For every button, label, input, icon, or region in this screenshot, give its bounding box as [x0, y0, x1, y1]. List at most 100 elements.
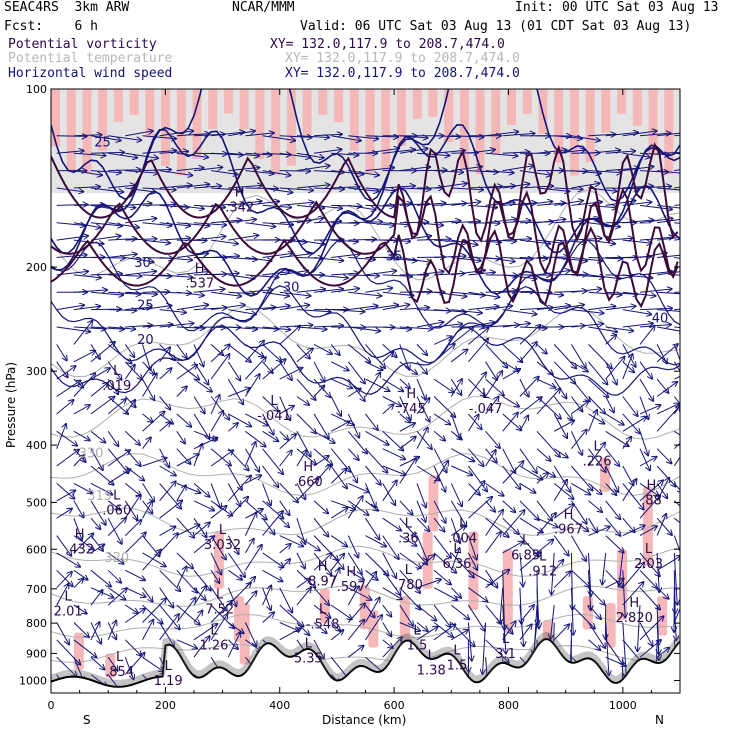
wind-vector: [416, 627, 438, 641]
wind-vector: [296, 349, 313, 363]
wind-vector: [605, 483, 617, 495]
wind-vector: [502, 309, 537, 315]
speed-contour: [51, 123, 680, 255]
pv-shade-upper: [522, 89, 532, 114]
wind-vector: [485, 604, 502, 624]
wind-vector: [159, 622, 174, 647]
wind-vector: [228, 258, 257, 260]
wind-vector: [536, 389, 560, 415]
wind-vector: [605, 335, 617, 345]
wind-vector: [56, 552, 80, 567]
wind-vector: [433, 535, 451, 558]
wind-vector: [279, 406, 294, 415]
wind-vector: [468, 205, 497, 207]
pv-shade-upper: [286, 89, 296, 166]
wind-vector: [330, 469, 346, 484]
wind-vector: [382, 552, 397, 578]
wind-vector: [657, 151, 680, 154]
pv-extremum-value: .745: [397, 402, 426, 417]
wind-vector: [553, 571, 570, 589]
wind-vector: [382, 604, 392, 616]
wind-vector: [330, 448, 350, 472]
wind-vector: [348, 275, 379, 276]
wind-vector: [142, 223, 172, 226]
wind-vector: [365, 149, 399, 154]
pv-extremum-type: H: [195, 262, 205, 277]
wind-vector: [90, 327, 124, 329]
pv-shade-upper: [396, 89, 406, 147]
wind-vector: [331, 153, 358, 155]
wind-vector: [279, 587, 293, 613]
wind-vector: [468, 481, 484, 502]
wind-vector: [142, 604, 163, 624]
wind-vector: [571, 378, 589, 401]
wind-vector: [434, 324, 462, 328]
wind-vector: [330, 508, 348, 519]
wind-vector: [108, 185, 135, 188]
wind-vector: [227, 476, 251, 502]
wind-vector: [124, 365, 135, 380]
wind-vector: [536, 473, 548, 484]
wind-vector: [228, 413, 251, 427]
wind-vector: [639, 495, 660, 519]
wind-vector: [245, 591, 256, 606]
wind-vector: [124, 520, 141, 536]
wind-vector: [571, 517, 588, 531]
theta-contour: [51, 613, 680, 639]
wind-vector: [142, 550, 162, 571]
wind-vector: [227, 465, 242, 490]
wind-vector: [467, 604, 485, 631]
wind-vector: [142, 620, 154, 641]
wind-vector: [536, 344, 547, 353]
wind-vector: [570, 500, 586, 524]
wind-vector: [433, 624, 455, 641]
wind-vector: [571, 569, 589, 587]
wind-vector: [365, 168, 395, 171]
wind-vector: [228, 131, 255, 137]
wind-vector: [142, 598, 167, 623]
wind-vector: [159, 413, 174, 424]
wind-vector: [210, 570, 219, 583]
wind-vector: [639, 569, 657, 588]
wind-vector: [107, 587, 125, 600]
wind-vector: [125, 187, 156, 192]
wind-vector: [193, 236, 226, 241]
wind-vector: [159, 526, 176, 537]
pv-extremum-type: L: [453, 643, 461, 658]
wind-vector: [176, 327, 205, 328]
wind-vector: [519, 342, 537, 363]
wind-vector: [313, 448, 332, 465]
wind-vector: [159, 205, 189, 207]
wind-vector: [90, 344, 100, 359]
wind-vector: [639, 153, 669, 155]
wind-vector: [639, 219, 673, 224]
y-tick-label: 100: [26, 83, 47, 96]
wind-vector: [433, 430, 445, 440]
pv-shade-upper: [223, 89, 233, 114]
wind-vector: [622, 465, 634, 485]
wind-vector: [211, 291, 241, 296]
wind-vector: [416, 344, 427, 355]
wind-vector: [193, 483, 210, 496]
wind-vector: [262, 569, 283, 581]
pv-shade-upper: [349, 89, 359, 151]
wind-vector: [262, 586, 272, 606]
pv-extremum-value: .432: [65, 542, 94, 557]
wind-vector: [588, 410, 598, 432]
pv-shade-upper: [569, 89, 579, 176]
wind-vector: [142, 437, 151, 449]
wind-vector: [399, 569, 420, 593]
wind-vector: [331, 170, 363, 175]
wind-vector: [399, 291, 432, 292]
wind-vector: [502, 396, 519, 407]
wind-vector: [279, 535, 304, 547]
wind-vector: [279, 152, 311, 157]
wind-vector: [142, 135, 177, 139]
wind-vector: [382, 396, 401, 407]
wind-vector: [588, 134, 616, 136]
wind-vector: [519, 378, 529, 396]
wind-vector: [639, 526, 657, 537]
wind-vector: [193, 344, 204, 366]
wind-vector: [262, 170, 291, 176]
wind-vector: [142, 240, 170, 243]
